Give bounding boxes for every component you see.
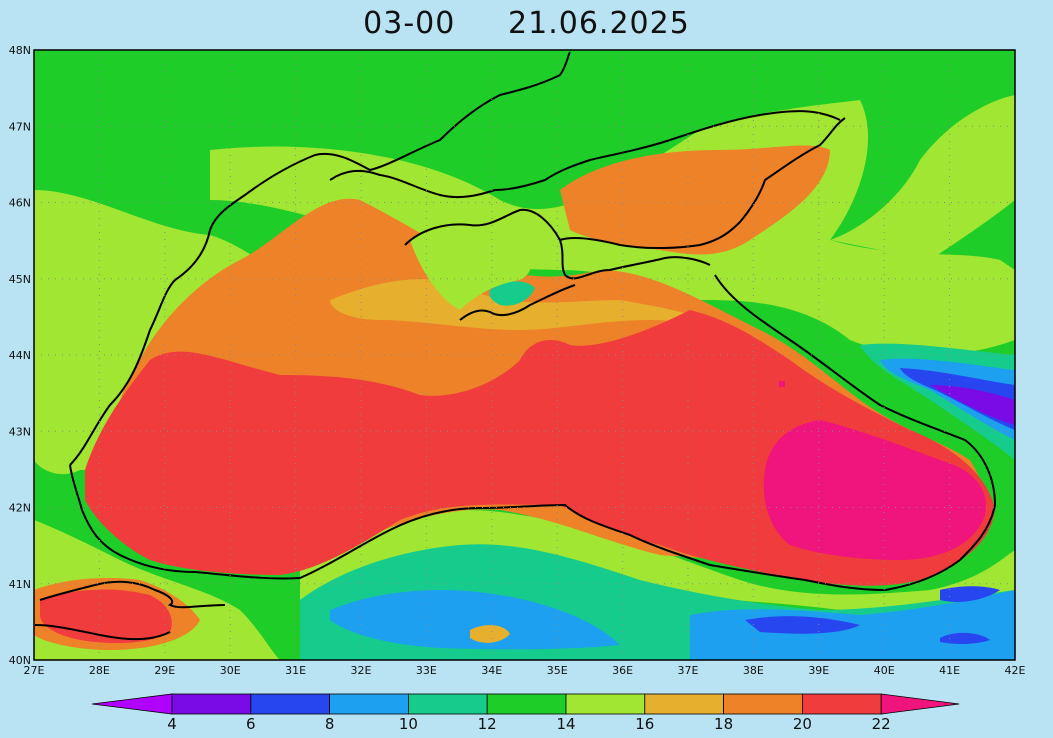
colorbar-swatch (723, 693, 803, 715)
lon-label: 29E (154, 664, 175, 677)
lon-label: 39E (808, 664, 829, 677)
colorbar-label: 10 (399, 715, 418, 733)
colorbar-label: 4 (167, 715, 177, 733)
colorbar-label: 12 (478, 715, 497, 733)
lon-label: 41E (939, 664, 960, 677)
colorbar-swatch (802, 693, 882, 715)
lon-label: 36E (612, 664, 633, 677)
colorbar-label: 22 (872, 715, 891, 733)
lat-label: 45N (9, 273, 31, 286)
lat-label: 47N (9, 120, 31, 133)
forecast-time: 03-00 (363, 6, 456, 41)
colorbar-swatch (486, 693, 567, 715)
field-patch-blue-se3 (940, 632, 990, 645)
lon-label: 30E (220, 664, 241, 677)
colorbar-arrow-left (91, 693, 173, 715)
forecast-date: 21.06.2025 (508, 6, 690, 41)
colorbar-swatch (565, 693, 646, 715)
colorbar-label: 20 (793, 715, 812, 733)
colorbar: 4 6 8 10 12 14 16 18 20 22 (91, 693, 960, 733)
map-frame (33, 49, 1016, 661)
lon-label: 42E (1005, 664, 1026, 677)
lat-label: 40N (9, 654, 31, 667)
field-patch-lightgreen-dot-w (115, 280, 142, 298)
colorbar-label: 8 (325, 715, 335, 733)
field-patch-lightgreen-crimea (410, 221, 531, 310)
colorbar-label: 18 (714, 715, 733, 733)
lat-label: 43N (9, 425, 31, 438)
lon-label: 34E (481, 664, 502, 677)
field-patch-lightorange-coast (330, 279, 760, 340)
lat-label: 46N (9, 197, 31, 210)
lon-label: 33E (416, 664, 437, 677)
lat-label: 42N (9, 502, 31, 515)
field-patch-magenta-east (763, 420, 986, 560)
field-patch-orange-south-spot (470, 625, 510, 643)
field-patch-red-main (85, 310, 995, 586)
map-plot-area (33, 49, 1016, 661)
lon-label: 31E (285, 664, 306, 677)
field-patch-lightblue-south (330, 590, 620, 650)
field-patch-teal-crimea (489, 281, 535, 306)
field-patch-blue-se2 (940, 586, 1000, 602)
lon-label: 32E (351, 664, 372, 677)
lat-label: 44N (9, 349, 31, 362)
colorbar-arrow-right (880, 693, 960, 715)
field-patch-orange-azov (560, 145, 830, 255)
lon-label: 37E (678, 664, 699, 677)
lon-label: 28E (89, 664, 110, 677)
colorbar-swatch (250, 693, 331, 715)
field-patch-violet-ne (930, 385, 1015, 425)
field-patch-blue-se (745, 616, 860, 634)
colorbar-swatch (644, 693, 724, 715)
map-title: 03-00 21.06.2025 (0, 6, 1053, 41)
field-patch-lightgreen-s (300, 510, 1015, 615)
colorbar-label: 6 (246, 715, 256, 733)
colorbar-label: 14 (556, 715, 575, 733)
colorbar-swatch (171, 693, 252, 715)
lat-label: 48N (9, 44, 31, 57)
field-patch-magenta-dot (779, 381, 785, 387)
coastline (34, 51, 997, 641)
latitude-labels: 48N 47N 46N 45N 44N 43N 42N 41N 40N (9, 44, 31, 667)
colorbar-swatch (329, 693, 409, 715)
longitude-labels: 27E 28E 29E 30E 31E 32E 33E 34E 35E 36E 37E 38E 39E 4… (24, 664, 1026, 677)
lon-label: 40E (874, 664, 895, 677)
lon-label: 27E (24, 664, 45, 677)
colorbar-swatch (407, 693, 488, 715)
lat-label: 41N (9, 578, 31, 591)
lat-lon-grid (34, 50, 1015, 660)
lon-label: 35E (547, 664, 568, 677)
field-patch-lightgreen-e (830, 95, 1015, 260)
lon-label: 38E (743, 664, 764, 677)
colorbar-label: 16 (635, 715, 654, 733)
